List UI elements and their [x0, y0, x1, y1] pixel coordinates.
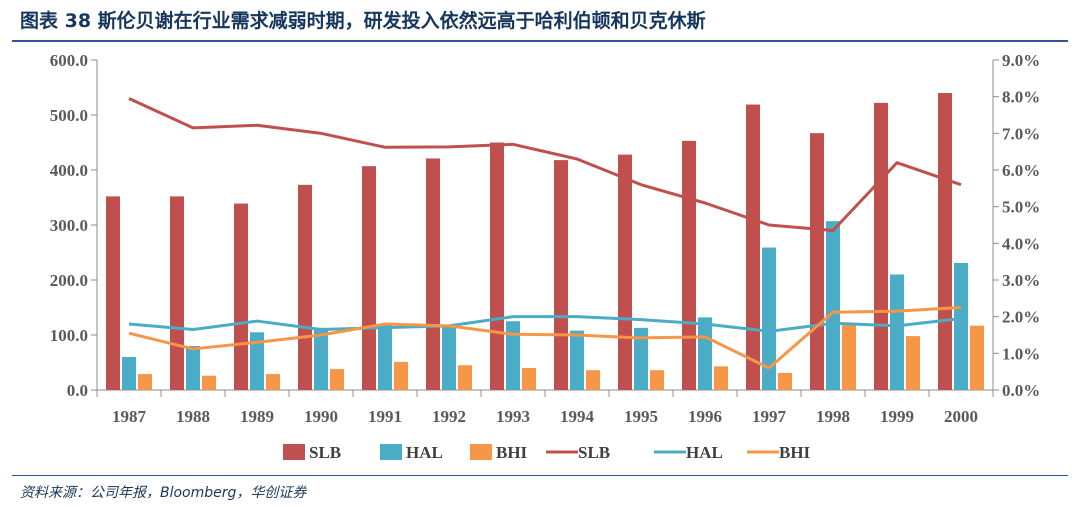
x-tick-label: 1990	[304, 407, 338, 426]
bar-hal-1995	[634, 327, 648, 390]
bar-bhi-2000	[970, 325, 984, 390]
x-tick-label: 1993	[496, 407, 530, 426]
left-tick-label: 200.0	[50, 271, 88, 290]
x-tick-label: 1991	[368, 407, 402, 426]
bar-slb-1998	[810, 133, 824, 390]
right-tick-label: 0.0%	[1002, 381, 1040, 400]
x-tick-label: 1988	[176, 407, 210, 426]
bar-hal-1994	[570, 330, 584, 390]
title-divider	[12, 40, 1068, 42]
bar-slb-1988	[170, 196, 184, 390]
bar-slb-1999	[874, 102, 888, 391]
line-hal	[128, 315, 962, 333]
bar-marks	[106, 93, 984, 391]
bar-slb-1990	[298, 184, 312, 390]
bar-bhi-1991	[394, 361, 408, 390]
bar-bhi-1999	[906, 336, 920, 390]
right-tick-label: 7.0%	[1002, 124, 1040, 143]
x-tick-label: 1994	[560, 407, 595, 426]
bar-bhi-1997	[778, 372, 792, 390]
bar-slb-1997	[746, 104, 760, 391]
bar-slb-1987	[106, 196, 120, 390]
line-bhi	[128, 306, 962, 370]
left-tick-label: 100.0	[50, 326, 88, 345]
bar-hal-1997	[762, 247, 776, 390]
right-tick-label: 5.0%	[1002, 198, 1040, 217]
bar-hal-1989	[250, 332, 264, 390]
x-tick-label: 1998	[816, 407, 850, 426]
bar-bhi-1987	[138, 374, 152, 390]
legend-swatch-bar-hal	[380, 444, 402, 460]
x-tick-label: 2000	[944, 407, 978, 426]
footer-divider	[12, 475, 1068, 476]
bar-hal-1991	[378, 324, 392, 390]
bar-bhi-1993	[522, 368, 536, 390]
left-tick-label: 400.0	[50, 161, 88, 180]
left-tick-label: 0.0	[67, 381, 88, 400]
x-tick-label: 1995	[624, 407, 658, 426]
bar-hal-1999	[890, 274, 904, 390]
bar-slb-1989	[234, 203, 248, 390]
bar-hal-1990	[314, 327, 328, 390]
bar-slb-1993	[490, 142, 504, 390]
bar-slb-1995	[618, 154, 632, 390]
bar-hal-1992	[442, 325, 456, 390]
bar-bhi-1994	[586, 370, 600, 390]
bar-slb-1991	[362, 166, 376, 390]
bar-hal-1988	[186, 346, 200, 390]
right-tick-label: 1.0%	[1002, 344, 1040, 363]
right-tick-label: 6.0%	[1002, 161, 1040, 180]
legend-swatch-bar-slb	[283, 444, 305, 460]
x-tick-label: 1996	[688, 407, 722, 426]
chart-legend: SLB HAL BHI SLB HAL BHI	[283, 443, 811, 462]
bar-slb-1996	[682, 140, 696, 390]
chart-title: 图表 38 斯伦贝谢在行业需求减弱时期，研发投入依然远高于哈利伯顿和贝克休斯	[20, 10, 706, 32]
legend-label-hal: HAL	[406, 443, 443, 462]
left-tick-label: 500.0	[50, 106, 88, 125]
bar-bhi-1995	[650, 370, 664, 390]
source-note: 资料来源：公司年报，Bloomberg，华创证券	[20, 485, 307, 501]
bar-bhi-1992	[458, 365, 472, 390]
bar-hal-1996	[698, 317, 712, 390]
bar-hal-1993	[506, 321, 520, 390]
bar-line-chart: 0.0 100.0 200.0 300.0 400.0 500.0 600.0 0.0% 1.0…	[50, 51, 1041, 462]
bar-hal-1987	[122, 357, 136, 390]
bar-hal-2000	[954, 262, 968, 390]
right-tick-label: 4.0%	[1002, 234, 1040, 253]
legend-label-slb: SLB	[578, 443, 610, 462]
legend-label-hal: HAL	[686, 443, 723, 462]
x-tick-label: 1999	[880, 407, 914, 426]
bar-bhi-1998	[842, 325, 856, 390]
right-tick-label: 3.0%	[1002, 271, 1040, 290]
x-tick-label: 1989	[240, 407, 274, 426]
legend-label-bhi: BHI	[779, 443, 811, 462]
left-tick-label: 300.0	[50, 216, 88, 235]
left-tick-label: 600.0	[50, 51, 88, 70]
x-tick-label: 1997	[752, 407, 787, 426]
bar-slb-2000	[938, 93, 952, 390]
bar-hal-1998	[826, 221, 840, 390]
bar-bhi-1996	[714, 366, 728, 390]
line-slb	[128, 97, 962, 232]
right-tick-label: 9.0%	[1002, 51, 1040, 70]
tick-labels: 0.0 100.0 200.0 300.0 400.0 500.0 600.0 0.0% 1.0…	[50, 51, 1041, 426]
right-tick-label: 8.0%	[1002, 88, 1040, 107]
legend-label-slb: SLB	[309, 443, 341, 462]
bar-bhi-1988	[202, 375, 216, 390]
right-tick-label: 2.0%	[1002, 308, 1040, 327]
x-tick-label: 1992	[432, 407, 466, 426]
legend-label-bhi: BHI	[496, 443, 528, 462]
bar-bhi-1989	[266, 374, 280, 390]
bar-slb-1992	[426, 158, 440, 390]
bar-slb-1994	[554, 160, 568, 390]
bar-bhi-1990	[330, 369, 344, 390]
legend-swatch-bar-bhi	[470, 444, 492, 460]
line-marks	[128, 97, 962, 370]
x-tick-label: 1987	[112, 407, 147, 426]
